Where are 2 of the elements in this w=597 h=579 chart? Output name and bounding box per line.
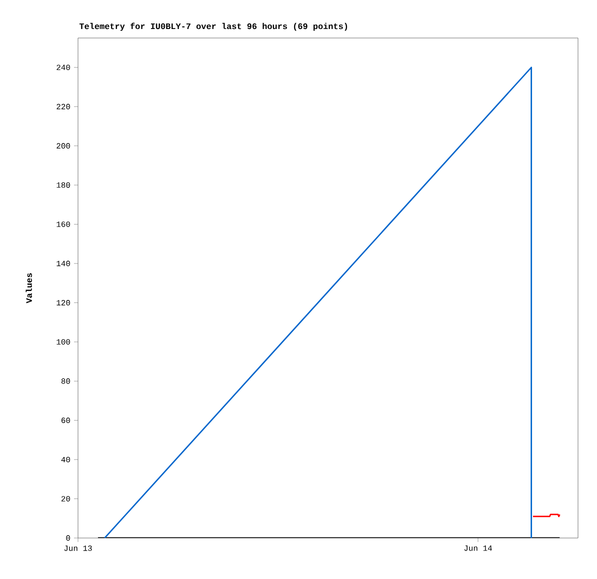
y-axis-title: Values: [26, 273, 32, 304]
chart-title: Telemetry for IU0BLY-7 over last 96 hours (69 points): [79, 22, 348, 31]
